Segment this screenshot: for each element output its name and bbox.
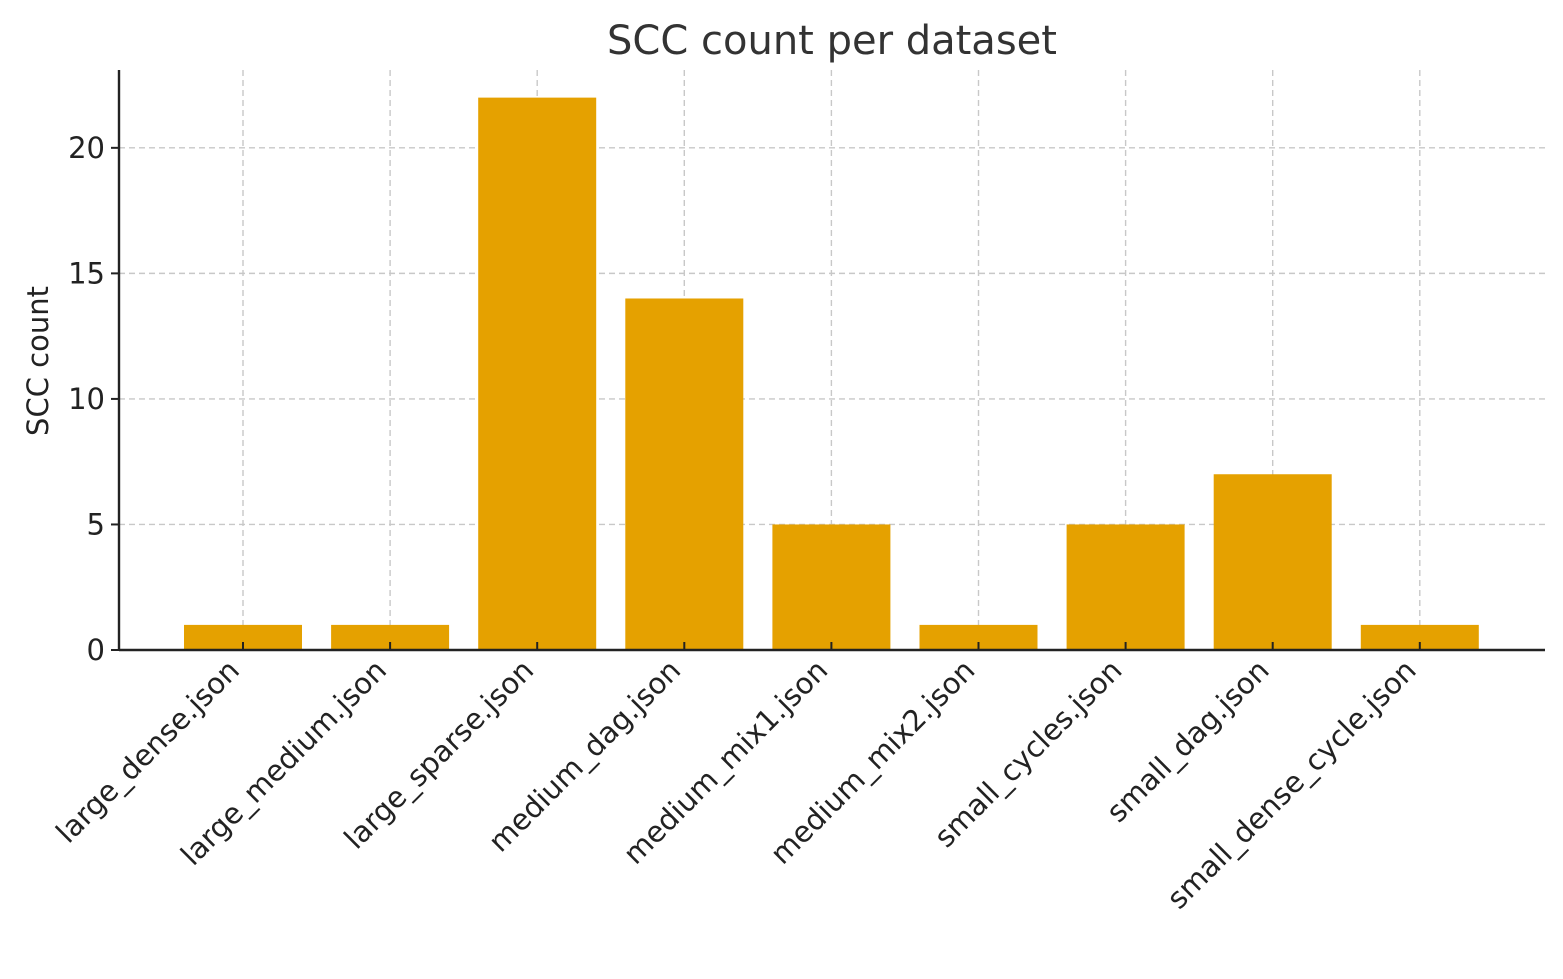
bar-medium-dag-json	[625, 298, 744, 650]
x-tick-label: small_dense_cycle.json	[1160, 653, 1423, 916]
chart-title: SCC count per dataset	[607, 18, 1057, 64]
y-tick-label: 5	[87, 507, 105, 541]
bar-medium-mix1-json	[772, 524, 891, 650]
bar-small-cycles-json	[1066, 524, 1185, 650]
y-tick-label: 10	[68, 382, 105, 416]
bar-small-dag-json	[1213, 474, 1332, 650]
y-tick-label: 0	[87, 633, 105, 667]
bar-large-sparse-json	[478, 97, 597, 651]
y-axis-label: SCC count	[21, 286, 55, 436]
y-tick-label: 15	[68, 256, 105, 290]
y-tick-label: 20	[68, 131, 105, 165]
